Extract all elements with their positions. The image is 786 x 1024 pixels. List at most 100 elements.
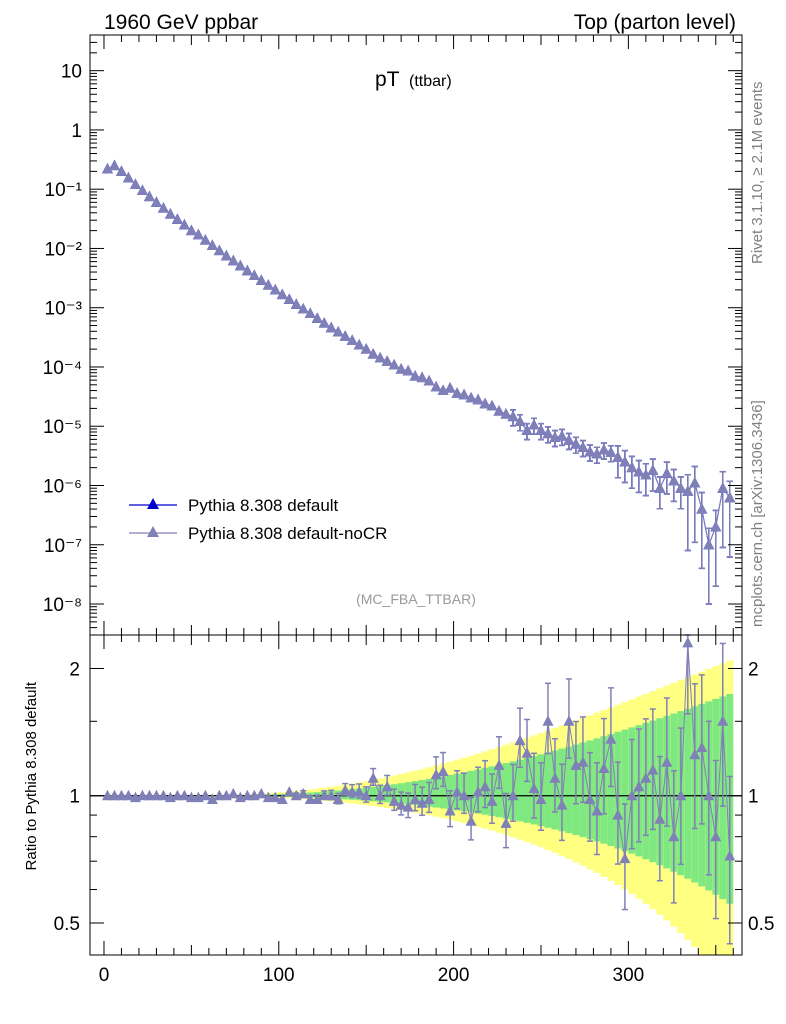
data-marker: [374, 351, 386, 363]
ratio-band-stat: [495, 764, 503, 818]
header-right-title: Top (parton level): [574, 11, 736, 34]
data-marker: [311, 312, 323, 323]
ratio-data-marker: [136, 789, 148, 801]
ratio-data-marker: [703, 789, 715, 801]
data-marker: [598, 443, 610, 455]
data-marker: [353, 338, 365, 350]
data-marker: [584, 445, 596, 457]
data-marker: [430, 380, 442, 392]
data-marker: [500, 408, 512, 419]
data-marker: [248, 269, 260, 280]
data-marker: [717, 482, 729, 493]
ratio-data-marker: [346, 786, 358, 797]
data-marker: [416, 371, 428, 383]
ratio-data-marker: [570, 759, 582, 770]
data-marker: [108, 159, 120, 171]
data-marker: [332, 325, 344, 337]
ratio-data-marker: [108, 789, 120, 801]
data-marker: [458, 388, 470, 400]
data-marker: [647, 464, 659, 475]
ratio-data-marker: [528, 782, 540, 794]
data-marker: [409, 370, 421, 381]
data-marker: [220, 249, 232, 261]
ratio-frame: [89, 634, 743, 956]
ratio-data-marker: [339, 784, 351, 795]
plot-title-sub: (ttbar): [409, 73, 452, 90]
top-y-tick-label: 10: [61, 62, 82, 83]
data-marker: [269, 283, 281, 295]
data-marker: [668, 474, 680, 486]
x-tick-label: 0: [99, 965, 110, 986]
ratio-data-marker: [416, 797, 428, 808]
data-marker: [654, 482, 666, 493]
data-marker: [157, 202, 169, 213]
ratio-data-marker: [276, 793, 288, 804]
ratio-data-marker: [101, 789, 113, 801]
data-marker: [199, 234, 211, 245]
ratio-band-stat: [369, 786, 377, 802]
ratio-data-marker: [633, 780, 645, 792]
data-marker: [451, 387, 463, 398]
ratio-data-marker: [458, 789, 470, 801]
ratio-band-stat: [432, 777, 440, 808]
data-marker: [115, 165, 127, 176]
ratio-data-marker: [668, 830, 680, 842]
x-tick-label: 100: [263, 965, 295, 986]
data-marker: [619, 455, 631, 467]
data-marker: [318, 317, 330, 328]
ratio-data-marker: [115, 789, 127, 801]
top-series-nocr: [101, 159, 736, 605]
data-marker: [626, 461, 638, 473]
ratio-data-marker: [591, 805, 603, 816]
ratio-data-marker: [318, 789, 330, 801]
ratio-data-marker: [332, 793, 344, 804]
top-y-tick-label: 10⁻⁷: [44, 536, 82, 557]
ratio-data-marker: [367, 772, 379, 783]
ratio-data-marker: [710, 830, 722, 842]
legend: Pythia 8.308 default Pythia 8.308 defaul…: [129, 496, 387, 543]
ratio-series-nocr: [101, 634, 736, 945]
data-marker: [535, 424, 547, 435]
ratio-data-marker: [549, 772, 561, 783]
ratio-data-marker: [206, 793, 218, 804]
data-marker: [563, 434, 575, 445]
data-marker: [556, 430, 568, 441]
data-marker: [605, 446, 617, 458]
data-marker: [192, 228, 204, 240]
ratio-data-marker: [402, 801, 414, 812]
ratio-data-marker: [563, 715, 575, 726]
ratio-band-stat: [516, 759, 524, 822]
data-marker: [150, 196, 162, 207]
ratio-data-marker: [241, 789, 253, 801]
data-marker: [339, 330, 351, 341]
data-marker: [507, 410, 519, 422]
data-marker: [171, 213, 183, 224]
data-marker: [444, 382, 456, 393]
plot-title-main: pT: [375, 68, 400, 91]
ratio-data-marker: [535, 793, 547, 804]
ratio-data-marker: [255, 787, 267, 799]
ratio-data-marker: [647, 764, 659, 775]
ratio-data-marker: [689, 748, 701, 760]
data-marker: [304, 307, 316, 318]
ratio-data-marker: [157, 789, 169, 801]
data-marker: [227, 254, 239, 266]
ratio-y-tick-label: 2: [69, 659, 80, 680]
data-marker: [472, 393, 484, 405]
ratio-data-marker: [409, 793, 421, 804]
top-y-ticks: 10 1 10⁻¹ 10⁻² 10⁻³ 10⁻⁴ 10⁻⁵ 10⁻⁶ 10⁻⁷ 10⁻⁸: [43, 41, 742, 636]
data-marker: [367, 348, 379, 359]
ratio-data-marker: [374, 789, 386, 801]
ratio-data-marker: [717, 715, 729, 726]
ratio-data-marker: [171, 789, 183, 801]
ratio-band-stat: [684, 708, 692, 879]
legend-label-nocr: Pythia 8.308 default-noCR: [188, 524, 387, 543]
ratio-data-marker: [430, 768, 442, 780]
ratio-data-marker: [325, 789, 337, 801]
ratio-band-stat: [523, 757, 531, 823]
top-y-tick-label: 10⁻¹: [45, 180, 83, 201]
ratio-data-marker: [388, 795, 400, 806]
ratio-y-tick-label: 1: [69, 787, 80, 808]
ratio-data-marker: [185, 791, 197, 803]
